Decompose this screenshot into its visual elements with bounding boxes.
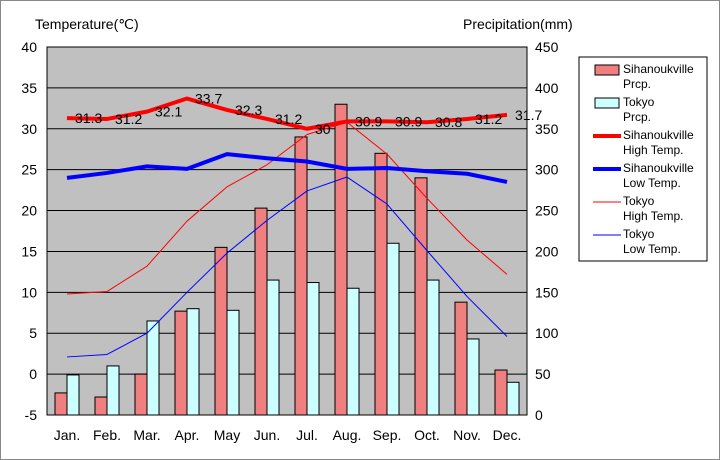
left-tick-label: 35: [21, 80, 37, 96]
legend-label: Sihanoukville: [623, 62, 694, 76]
right-tick-label: 50: [535, 366, 551, 382]
bar: [266, 279, 280, 416]
data-label: 30: [315, 121, 331, 137]
x-tick-label: Dec.: [493, 427, 522, 443]
legend-label: High Temp.: [623, 143, 683, 157]
x-tick-label: Jul.: [296, 427, 318, 443]
bar: [66, 374, 80, 416]
x-tick-label: Jan.: [54, 427, 80, 443]
data-label: 32.1: [155, 104, 182, 120]
left-tick-label: 30: [21, 121, 37, 137]
right-tick-label: 150: [535, 284, 559, 300]
left-tick-label: 25: [21, 162, 37, 178]
bar: [134, 373, 148, 416]
legend-label: Tokyo: [623, 227, 655, 241]
series-line: [66, 176, 508, 358]
right-tick-label: 400: [535, 80, 559, 96]
data-label: 31.2: [275, 111, 302, 127]
bar: [426, 279, 440, 416]
bar: [294, 136, 308, 416]
data-label: 31.2: [115, 111, 142, 127]
series-line: [66, 152, 508, 184]
legend-box: [578, 56, 708, 262]
right-axis-title: Precipitation(mm): [463, 16, 573, 32]
legend-label: Sihanoukville: [623, 161, 694, 175]
data-label: 31.7: [515, 107, 542, 123]
data-label: 33.7: [195, 91, 222, 107]
x-tick-label: Oct.: [414, 427, 440, 443]
bar: [374, 152, 388, 416]
x-tick-label: May: [214, 427, 240, 443]
bar: [386, 242, 400, 416]
bar: [506, 381, 520, 416]
bar: [94, 396, 108, 416]
series-line: [66, 96, 508, 131]
left-axis-title: Temperature(℃): [35, 16, 139, 32]
bar: [226, 309, 240, 416]
x-tick-label: Nov.: [453, 427, 481, 443]
right-tick-label: 350: [535, 121, 559, 137]
left-tick-label: 0: [29, 366, 37, 382]
bar: [454, 301, 468, 416]
legend-label: Prcp.: [623, 110, 651, 124]
bar: [254, 207, 268, 416]
x-tick-label: Aug.: [333, 427, 362, 443]
legend-label: Tokyo: [623, 194, 655, 208]
left-tick-label: 40: [21, 39, 37, 55]
legend-label: Sihanoukville: [623, 128, 694, 142]
left-tick-label: 15: [21, 243, 37, 259]
legend-label: Prcp.: [623, 77, 651, 91]
left-tick-label: 5: [29, 325, 37, 341]
x-tick-label: Jun.: [254, 427, 280, 443]
x-tick-label: Sep.: [373, 427, 402, 443]
right-tick-label: 0: [535, 407, 543, 423]
bar: [186, 308, 200, 416]
x-tick-label: Apr.: [175, 427, 200, 443]
bar: [414, 177, 428, 416]
x-tick-label: Feb.: [93, 427, 121, 443]
data-label: 32.3: [235, 102, 262, 118]
bar: [346, 287, 360, 416]
x-tick-label: Mar.: [133, 427, 160, 443]
legend-label: Low Temp.: [623, 176, 681, 190]
legend-swatch: [594, 97, 620, 109]
bar: [146, 320, 160, 416]
bar: [466, 338, 480, 416]
bar: [106, 365, 120, 416]
right-tick-label: 100: [535, 325, 559, 341]
bar: [334, 103, 348, 416]
legend-label: Low Temp.: [623, 242, 681, 256]
right-tick-label: 450: [535, 39, 559, 55]
bar: [54, 392, 68, 416]
legend-label: Tokyo: [623, 95, 655, 109]
bar: [306, 282, 320, 416]
data-label: 30.9: [355, 113, 382, 129]
bar: [494, 369, 508, 416]
left-tick-label: 10: [21, 284, 37, 300]
right-tick-label: 300: [535, 162, 559, 178]
plot-area: [46, 46, 528, 416]
data-label: 30.8: [435, 114, 462, 130]
data-label: 31.3: [75, 110, 102, 126]
bar: [174, 310, 188, 416]
bar: [214, 246, 228, 416]
series-line: [66, 121, 508, 295]
right-tick-label: 250: [535, 203, 559, 219]
left-tick-label: -5: [25, 407, 38, 423]
left-tick-label: 20: [21, 203, 37, 219]
data-label: 30.9: [395, 113, 422, 129]
legend-swatch: [594, 64, 620, 76]
right-tick-label: 200: [535, 243, 559, 259]
legend-label: High Temp.: [623, 209, 683, 223]
data-label: 31.2: [475, 111, 502, 127]
